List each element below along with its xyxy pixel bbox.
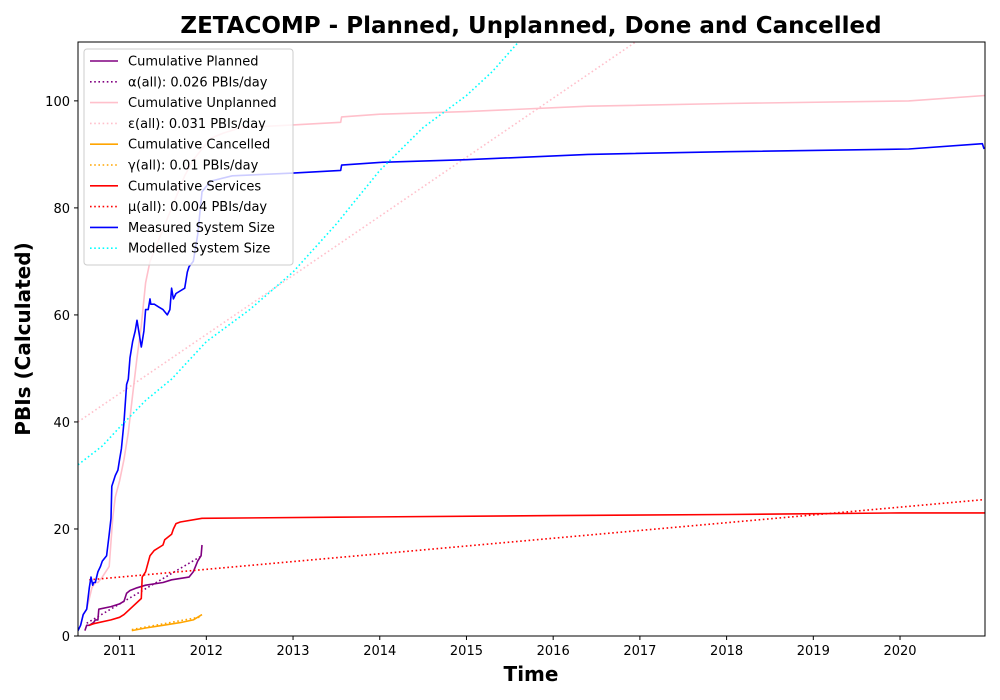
y-tick-label: 20 xyxy=(53,523,70,538)
legend-label-3: ε(all): 0.031 PBIs/day xyxy=(128,117,266,132)
legend-label-8: Measured System Size xyxy=(128,221,275,236)
y-tick-label: 100 xyxy=(45,95,70,110)
legend-label-5: γ(all): 0.01 PBIs/day xyxy=(128,159,259,174)
series-line-5 xyxy=(131,615,203,631)
y-tick-label: 40 xyxy=(53,416,70,431)
chart-title: ZETACOMP - Planned, Unplanned, Done and … xyxy=(180,13,881,39)
legend-label-4: Cumulative Cancelled xyxy=(128,138,270,153)
legend-label-6: Cumulative Services xyxy=(128,179,261,194)
legend-label-2: Cumulative Unplanned xyxy=(128,96,277,111)
x-tick-label: 2012 xyxy=(190,644,223,659)
series-line-7 xyxy=(89,498,985,581)
x-tick-label: 2017 xyxy=(623,644,656,659)
x-tick-label: 2019 xyxy=(797,644,830,659)
y-tick-label: 60 xyxy=(53,309,70,324)
y-tick-label: 0 xyxy=(62,630,70,645)
series-line-6 xyxy=(89,512,985,627)
legend-label-7: μ(all): 0.004 PBIs/day xyxy=(128,200,267,215)
series-line-1 xyxy=(86,555,203,624)
legend-label-0: Cumulative Planned xyxy=(128,55,258,70)
x-axis-label: Time xyxy=(504,662,559,686)
legend-label-9: Modelled System Size xyxy=(128,242,270,257)
series-line-3 xyxy=(78,42,637,423)
x-tick-label: 2018 xyxy=(710,644,743,659)
x-tick-label: 2015 xyxy=(450,644,483,659)
legend-label-1: α(all): 0.026 PBIs/day xyxy=(128,75,268,90)
x-tick-label: 2020 xyxy=(883,644,916,659)
x-tick-label: 2011 xyxy=(103,644,136,659)
y-axis-label: PBIs (Calculated) xyxy=(11,242,35,435)
axes-frame xyxy=(77,41,986,637)
legend: Cumulative Planned α(all): 0.026 PBIs/day… xyxy=(83,48,294,266)
x-tick-label: 2016 xyxy=(537,644,570,659)
series-line-4 xyxy=(131,613,203,632)
plot-area: 2011 2012 2013 2014 2015 2016 2017 2018 2019 2020… xyxy=(45,41,986,659)
series-line-0 xyxy=(84,544,203,631)
series-line-9 xyxy=(78,42,520,466)
y-tick-label: 80 xyxy=(53,202,70,217)
legend-box xyxy=(83,48,294,266)
x-tick-label: 2013 xyxy=(276,644,309,659)
x-tick-label: 2014 xyxy=(363,644,396,659)
